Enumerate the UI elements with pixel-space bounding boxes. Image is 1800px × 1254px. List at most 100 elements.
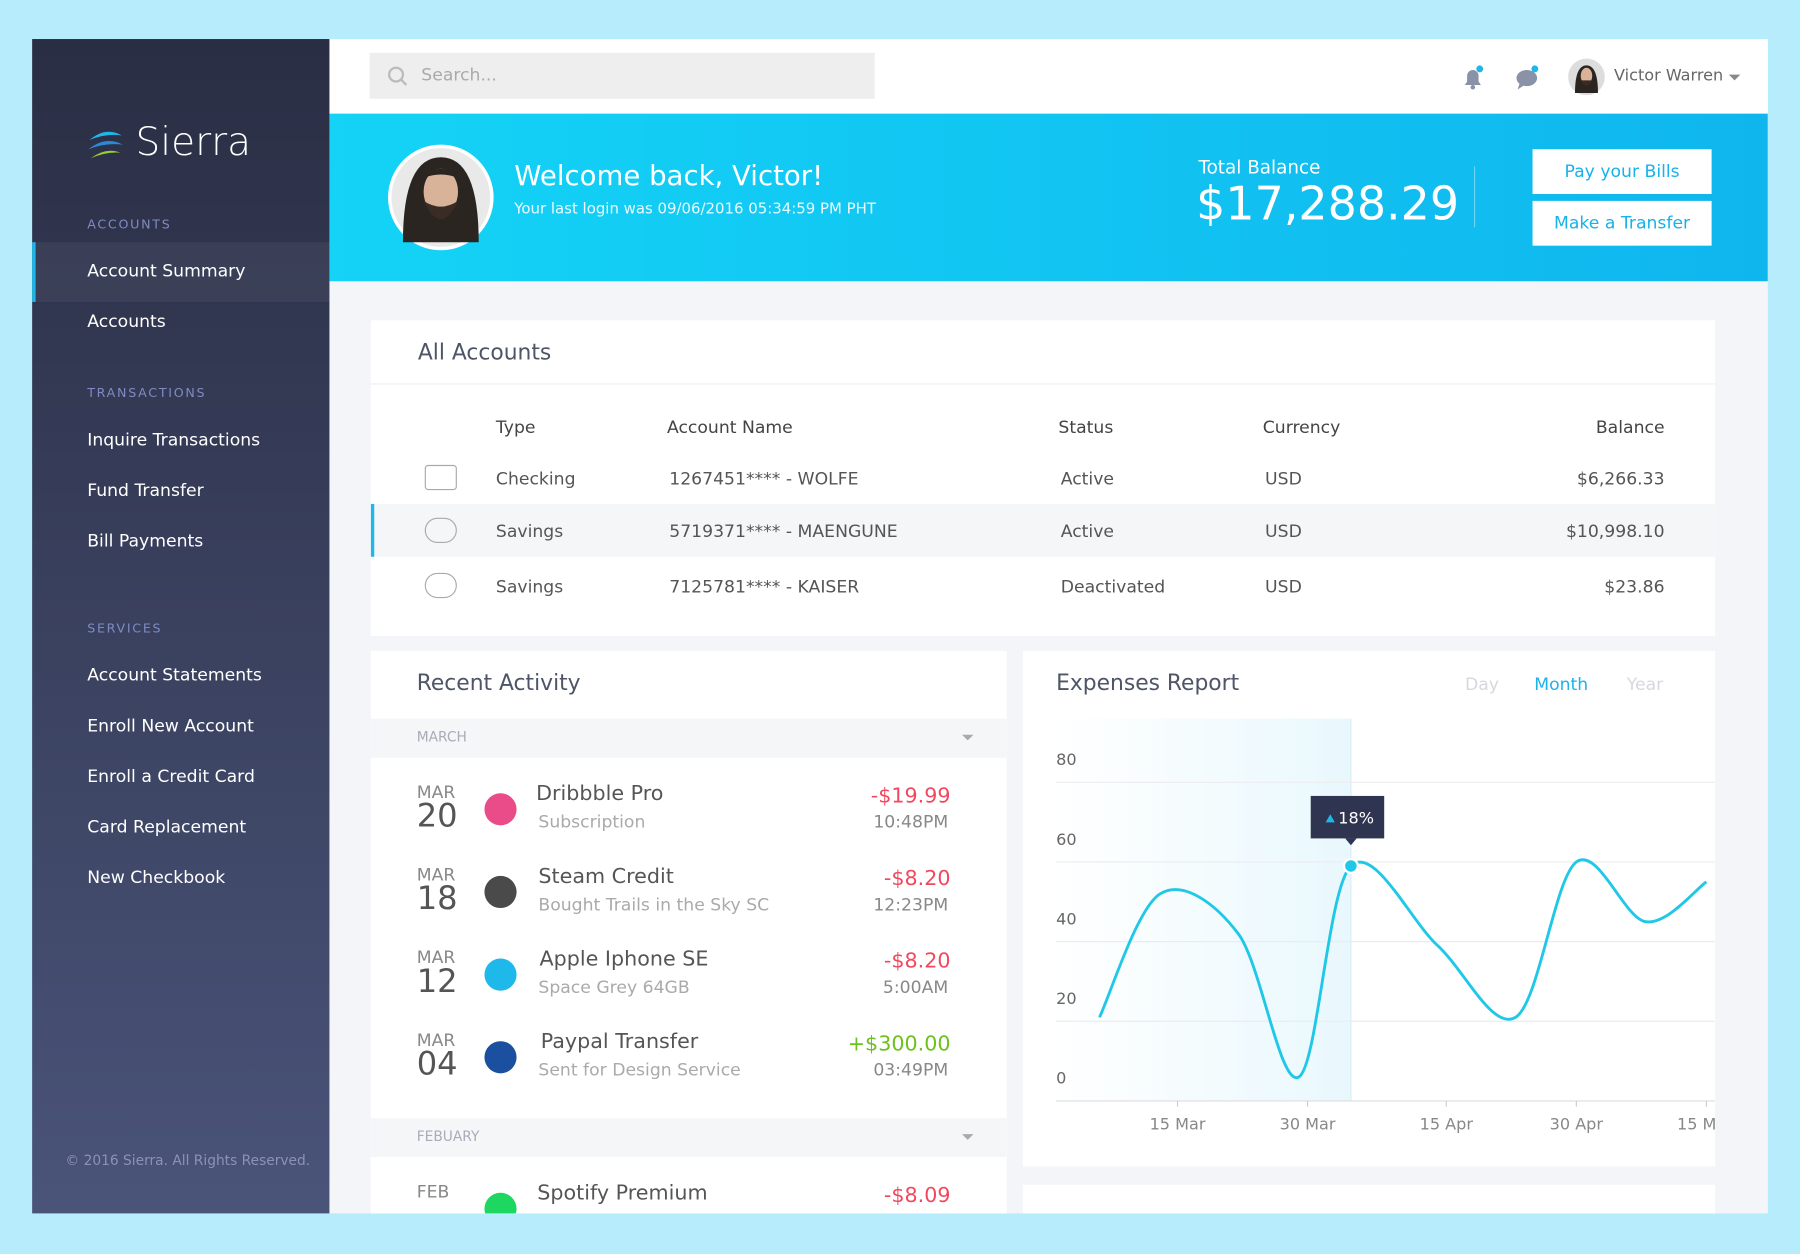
cell: $23.86	[1604, 576, 1665, 597]
cell: Savings	[495, 521, 564, 542]
month: FEB	[416, 1181, 450, 1202]
x-tick-label: 15 Apr	[1420, 1115, 1474, 1134]
logo	[88, 131, 123, 159]
merchant-name: Dribbble Pro	[536, 781, 664, 806]
group-label: MARCH	[416, 728, 467, 746]
amount: +$300.00	[847, 1032, 951, 1057]
card-title: Recent Activity	[416, 670, 581, 696]
amount: -$19.99	[870, 784, 951, 809]
cell: Active	[1060, 468, 1114, 490]
divider	[370, 383, 1716, 385]
banner: Welcome back, Victor! Your last login wa…	[329, 113, 1768, 282]
section-title: ACCOUNTS	[87, 216, 172, 232]
user-name[interactable]: Victor Warren	[1614, 66, 1724, 85]
button[interactable]: Make a Transfer	[1532, 200, 1712, 246]
merchant-icon	[484, 875, 517, 909]
month: MAR	[416, 864, 456, 886]
footer: © 2016 Sierra. All Rights Reserved.	[65, 1152, 311, 1169]
card	[1022, 1184, 1716, 1214]
search-box[interactable]: Search...	[369, 52, 875, 99]
user-avatar[interactable]	[1568, 58, 1605, 96]
month: MAR	[416, 1029, 456, 1051]
x-tick-label: 15 Mar	[1150, 1115, 1206, 1134]
nav-item[interactable]: Inquire Transactions	[87, 429, 261, 451]
cell: USD	[1265, 576, 1302, 597]
nav-item[interactable]: Enroll a Credit Card	[87, 765, 255, 787]
merchant-icon	[484, 958, 517, 991]
amount: -$8.09	[883, 1183, 951, 1208]
up-arrow	[1325, 814, 1335, 823]
y-tick-label: 40	[1056, 909, 1076, 928]
cell: $10,998.10	[1565, 521, 1665, 542]
nav-item[interactable]: Account Statements	[87, 664, 262, 686]
main: Search... Victor Warren Welcome back, Vi…	[329, 39, 1768, 1214]
row-highlight	[370, 503, 1716, 557]
cell: USD	[1265, 521, 1302, 542]
line	[1098, 858, 1708, 1079]
x-tick-label: 30 Apr	[1550, 1115, 1604, 1134]
divider	[1473, 166, 1476, 228]
cell: 1267451**** - WOLFE	[669, 468, 859, 490]
welcome: Welcome back, Victor!	[514, 159, 824, 192]
group-caret[interactable]	[961, 1134, 974, 1140]
nav-item[interactable]: Fund Transfer	[87, 479, 204, 501]
merchant-icon	[484, 1192, 517, 1214]
merchant-name: Paypal Transfer	[540, 1029, 699, 1054]
tab[interactable]: Day	[1465, 675, 1499, 695]
column-header: Status	[1058, 416, 1114, 438]
nav-item[interactable]: Bill Payments	[87, 530, 204, 552]
account-icon	[424, 517, 457, 543]
time: 5:00AM	[882, 976, 949, 998]
balance: $17,288.29	[1196, 177, 1460, 231]
cell: Savings	[495, 576, 564, 597]
tab[interactable]: Year	[1626, 675, 1664, 695]
nav-item[interactable]: Accounts	[87, 311, 166, 332]
cell: USD	[1265, 468, 1302, 490]
nav-item[interactable]: Enroll New Account	[87, 715, 254, 736]
search-icon	[388, 66, 408, 86]
last-login: Your last login was 09/06/2016 05:34:59 …	[514, 200, 877, 219]
chart: Expenses Report Day Month Year 0 20 40 60 80 15 M…	[1056, 671, 1716, 1134]
nav-item[interactable]: Card Replacement	[87, 816, 247, 837]
day: 04	[416, 1044, 458, 1083]
banner-avatar	[388, 144, 494, 251]
button[interactable]: Pay your Bills	[1532, 149, 1712, 195]
card-title: All Accounts	[417, 339, 552, 366]
group-caret[interactable]	[961, 734, 974, 741]
month: MAR	[416, 947, 456, 968]
merchant-icon	[484, 793, 517, 826]
tooltip-pointer	[1345, 838, 1357, 846]
detail: Sent for Design Service	[538, 1059, 741, 1081]
detail: Subscription	[538, 811, 646, 833]
nav-item[interactable]: New Checkbook	[87, 866, 226, 888]
cell: Checking	[495, 468, 576, 490]
time: 12:23PM	[873, 894, 949, 915]
tooltip	[1310, 795, 1385, 839]
day: 12	[416, 961, 458, 1000]
account-icon	[424, 464, 457, 491]
brand: Sierra	[135, 119, 252, 166]
tab[interactable]: Month	[1534, 675, 1588, 695]
merchant-name: Spotify Premium	[537, 1181, 708, 1206]
month: MAR	[416, 781, 456, 803]
cell: Deactivated	[1060, 576, 1166, 597]
accounts-card: All Accounts Type Account Name Status Curre…	[370, 320, 1716, 636]
cell: 5719371**** - MAENGUNE	[669, 521, 898, 542]
cell: $6,266.33	[1576, 468, 1665, 490]
top-icons[interactable]	[1460, 64, 1540, 94]
cell: 7125781**** - KAISER	[669, 576, 860, 597]
section-title: TRANSACTIONS	[87, 385, 207, 401]
time: 10:48PM	[873, 811, 949, 833]
user-caret[interactable]	[1728, 73, 1742, 82]
column-header: Balance	[1595, 416, 1665, 438]
time: 03:49PM	[873, 1059, 949, 1081]
nav-item[interactable]: Account Summary	[87, 260, 246, 282]
account-icon	[424, 572, 457, 599]
y-tick-label: 0	[1056, 1069, 1066, 1088]
highlight-band	[1056, 718, 1351, 1101]
amount: -$8.20	[883, 866, 951, 891]
y-tick-label: 20	[1056, 989, 1076, 1008]
y-tick-label: 80	[1056, 750, 1076, 769]
balance-label: Total Balance	[1198, 156, 1321, 178]
